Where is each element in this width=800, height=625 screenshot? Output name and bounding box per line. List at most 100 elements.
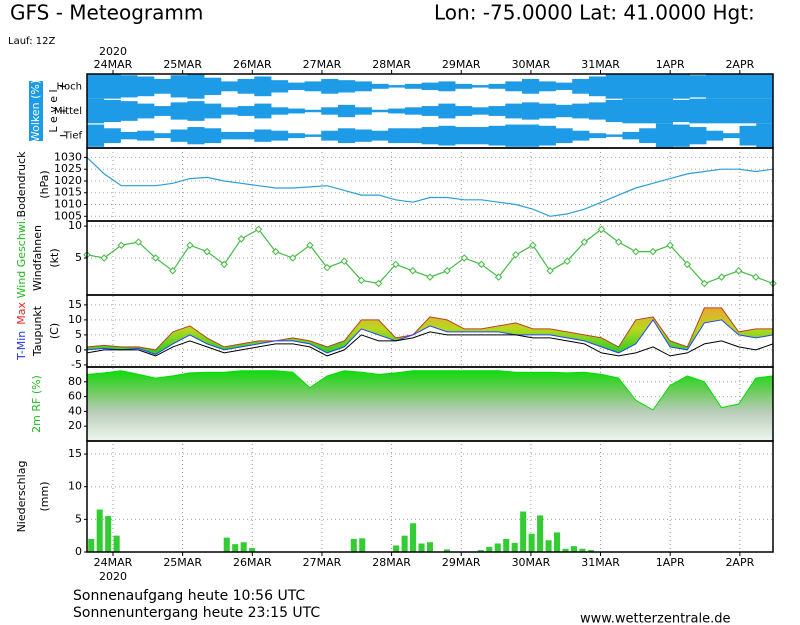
cloud-cell [87,74,105,99]
cloud-cell [204,77,222,95]
cloud-cell [672,124,690,147]
bar [477,550,484,552]
cloud-cell [187,74,205,99]
cloud-cell [287,133,305,139]
ylabel: Bodendruck [15,151,28,218]
level-label: Hoch [57,81,82,92]
marker [254,225,263,234]
cloud-cell [170,102,188,120]
marker [169,267,177,275]
cloud-cell [455,106,473,116]
y-tick-label: 20 [68,419,82,432]
cloud-cell [706,98,724,124]
cloud-cell [421,127,439,145]
cloud-cell [120,101,138,121]
cloud-cell [639,74,657,99]
y-tick-label: 5 [75,328,82,341]
cloud-cell [538,103,556,119]
date-label-top: 27MAR [303,58,342,71]
marker [649,247,657,256]
cloud-cell [371,109,389,113]
date-label-top: 24MAR [94,58,133,71]
cloud-cell [271,80,289,93]
date-label-top: 30MAR [512,58,551,71]
marker [289,254,297,262]
marker [323,263,331,272]
cloud-cell [488,106,506,116]
cloud-cell [187,101,205,121]
marker [563,257,571,265]
date-label-top: 25MAR [163,58,202,71]
bar [88,538,95,552]
cloud-cell [371,83,389,89]
cloud-cell [689,75,707,98]
location: Lon: -75.0000 Lat: 41.0000 Hgt: [434,1,755,25]
run: Lauf: 12Z [8,36,55,47]
ylabel-part: L e v e l [47,89,60,132]
sunrise: Sonnenaufgang heute 10:56 UTC [73,588,305,604]
cloud-cell [739,125,757,146]
cloud-cell [120,131,138,140]
ylabel-part: 2m RF (%) [30,375,43,433]
cloud-cell [187,127,205,145]
bar [240,542,247,552]
cloud-cell [170,129,188,142]
cloud-cell [672,99,690,123]
cloud-cell [555,104,573,118]
marker [100,254,108,262]
cloud-cell [271,107,289,115]
bar [401,535,408,552]
line [86,156,774,217]
y-tick-label: 5 [75,251,82,264]
cloud-cell [421,106,439,116]
marker [117,241,126,249]
panel-frame [86,440,774,553]
y-tick-label: 10 [68,219,82,232]
cloud-cell [304,109,322,113]
ylabel: T-Min Max [15,302,28,361]
cloud-cell [639,98,657,124]
marker [632,247,640,256]
marker [614,238,623,246]
bar [359,538,366,552]
cloud-cell [137,103,155,119]
cloud-cell [337,104,356,118]
line [86,331,774,357]
marker [391,260,400,269]
cloud-cell [555,82,573,91]
y-tick-label: 5 [75,512,82,525]
title: GFS - Meteogramm [10,1,203,25]
bar [96,509,103,552]
level-label: Mittel [54,106,82,117]
marker [357,276,366,285]
cloud-cell [404,83,423,89]
bar [105,516,112,552]
cloud-cell [522,124,540,147]
cloud-cell [103,74,121,99]
marker [666,241,674,249]
ylabel: Wind Geschwi. [15,218,28,299]
site: www.wetterzentrale.de [580,612,730,625]
cloud-cell [471,107,489,115]
marker [426,273,434,281]
cloud-cell [505,81,523,92]
marker [186,241,194,249]
cloud-cell [287,108,305,114]
cloud-cell [321,107,339,115]
date-label-bottom: 2APR [725,556,754,569]
marker [580,238,589,246]
marker [340,257,348,265]
cloud-cell [455,127,473,145]
line [86,307,773,351]
bar [562,548,569,552]
cloud-cell [153,78,172,94]
y-tick-label: 40 [68,404,82,417]
bar [503,538,510,552]
bar [537,515,544,552]
cloud-cell [388,108,406,114]
cloud-cell [388,85,406,88]
ylabel-part: (kt) [48,248,61,267]
cloud-cell [438,125,456,146]
date-label-bottom: 24MAR [94,556,133,569]
